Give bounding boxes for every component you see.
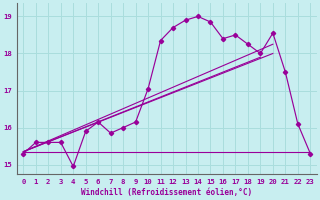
X-axis label: Windchill (Refroidissement éolien,°C): Windchill (Refroidissement éolien,°C)	[81, 188, 252, 197]
